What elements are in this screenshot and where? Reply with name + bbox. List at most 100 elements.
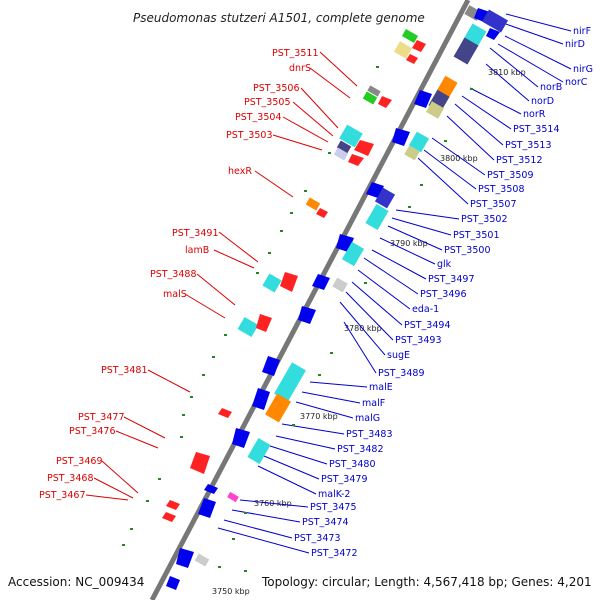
gene-label-pst3513[interactable]: PST_3513 <box>505 140 552 151</box>
gene-feature <box>365 203 389 231</box>
gene-label-pst3514[interactable]: PST_3514 <box>513 124 560 135</box>
right-gene-labels: nirF nirD nirG norC norB norD norR PST_3… <box>294 26 593 559</box>
gene-label-pst3474[interactable]: PST_3474 <box>302 517 349 528</box>
gene-label-pst3493[interactable]: PST_3493 <box>395 335 442 346</box>
gene-label-pst3491[interactable]: PST_3491 <box>172 228 219 239</box>
scale-label-3750: 3750 kbp <box>212 587 250 596</box>
gene-feature <box>194 553 210 567</box>
gene-feature <box>298 306 316 324</box>
gene-label-pst3494[interactable]: PST_3494 <box>404 320 451 331</box>
gene-label-pst3472[interactable]: PST_3472 <box>311 548 358 559</box>
gene-feature <box>176 548 194 568</box>
left-leader-lines <box>85 51 358 501</box>
gene-label-nirg[interactable]: nirG <box>573 64 593 75</box>
gene-label-nird[interactable]: nirD <box>565 39 585 50</box>
reverse-strand-features <box>162 29 426 522</box>
gene-feature <box>374 187 396 209</box>
gene-label-pst3504[interactable]: PST_3504 <box>235 112 282 123</box>
left-gene-labels: PST_3511 dnrS PST_3506 PST_3505 PST_3504… <box>39 48 319 501</box>
gene-label-pst3481[interactable]: PST_3481 <box>101 365 148 376</box>
gene-label-male[interactable]: malE <box>369 382 393 393</box>
gene-feature <box>414 90 432 108</box>
gene-feature <box>404 145 420 161</box>
gene-label-pst3496[interactable]: PST_3496 <box>420 289 467 300</box>
gene-label-malf[interactable]: malF <box>362 398 385 409</box>
gene-label-pst3505[interactable]: PST_3505 <box>244 97 291 108</box>
gene-feature <box>312 274 330 290</box>
gene-label-glk[interactable]: glk <box>437 259 452 270</box>
gene-feature <box>425 101 445 119</box>
gene-feature <box>256 314 272 332</box>
gene-label-pst3488[interactable]: PST_3488 <box>150 269 197 280</box>
gene-feature <box>204 484 218 494</box>
gene-label-lamb[interactable]: lamB <box>185 245 209 256</box>
gene-label-pst3480[interactable]: PST_3480 <box>329 459 376 470</box>
gene-feature <box>401 29 419 43</box>
gene-label-dnrs[interactable]: dnrS <box>289 63 311 74</box>
gene-label-pst3511[interactable]: PST_3511 <box>272 48 319 59</box>
gene-label-pst3512[interactable]: PST_3512 <box>496 155 543 166</box>
gene-label-pst3508[interactable]: PST_3508 <box>478 184 525 195</box>
gene-label-pst3476[interactable]: PST_3476 <box>69 426 116 437</box>
scale-label-3770: 3770 kbp <box>300 412 338 421</box>
gene-feature <box>262 273 282 293</box>
gene-label-nirf[interactable]: nirF <box>573 26 591 37</box>
gene-feature <box>280 272 298 292</box>
accession-text: Accession: NC_009434 <box>8 575 144 589</box>
gene-feature <box>408 131 430 153</box>
gene-feature <box>333 147 349 161</box>
gene-label-pst3489[interactable]: PST_3489 <box>378 368 425 379</box>
gene-label-nord[interactable]: norD <box>531 96 554 107</box>
scale-label-3790: 3790 kbp <box>390 239 428 248</box>
gene-label-mals[interactable]: malS <box>163 289 187 300</box>
gene-label-pst3502[interactable]: PST_3502 <box>461 214 508 225</box>
gene-label-norc[interactable]: norC <box>565 77 588 88</box>
gene-feature <box>348 154 364 166</box>
gene-label-pst3501[interactable]: PST_3501 <box>453 230 500 241</box>
gene-label-malk-2[interactable]: malK-2 <box>318 489 350 500</box>
gene-feature <box>305 197 321 211</box>
gene-feature <box>227 491 239 503</box>
forward-strand-features <box>166 5 509 590</box>
gene-feature <box>362 91 378 105</box>
gene-label-pst3497[interactable]: PST_3497 <box>428 274 475 285</box>
gene-label-pst3473[interactable]: PST_3473 <box>294 533 341 544</box>
gene-label-pst3482[interactable]: PST_3482 <box>337 444 384 455</box>
gene-feature <box>262 356 280 376</box>
gene-feature <box>336 140 352 154</box>
genome-summary-text: Topology: circular; Length: 4,567,418 bp… <box>261 575 592 589</box>
gene-label-pst3477[interactable]: PST_3477 <box>78 412 125 423</box>
scale-label-3810: 3810 kbp <box>488 68 526 77</box>
gene-feature <box>190 452 210 474</box>
gene-label-hexr[interactable]: hexR <box>228 166 252 177</box>
gene-label-pst3507[interactable]: PST_3507 <box>470 199 517 210</box>
right-leader-lines <box>217 13 572 554</box>
gene-label-norr[interactable]: norR <box>523 109 546 120</box>
gene-label-malg[interactable]: malG <box>355 413 380 424</box>
gene-label-eda-1[interactable]: eda-1 <box>412 304 439 315</box>
gene-feature <box>166 576 180 590</box>
gene-feature <box>162 512 176 522</box>
gene-feature <box>166 500 180 510</box>
gene-label-pst3500[interactable]: PST_3500 <box>444 245 491 256</box>
gene-label-pst3475[interactable]: PST_3475 <box>310 502 357 513</box>
gene-label-pst3479[interactable]: PST_3479 <box>321 474 368 485</box>
gene-feature <box>392 128 410 146</box>
gene-label-pst3468[interactable]: PST_3468 <box>47 473 94 484</box>
gene-label-pst3503[interactable]: PST_3503 <box>226 130 273 141</box>
gene-feature <box>339 124 363 148</box>
gene-feature <box>341 241 365 267</box>
gene-label-pst3483[interactable]: PST_3483 <box>346 429 393 440</box>
gene-feature <box>265 393 291 423</box>
gene-label-pst3467[interactable]: PST_3467 <box>39 490 86 501</box>
gene-label-pst3509[interactable]: PST_3509 <box>487 170 534 181</box>
gene-label-norb[interactable]: norB <box>540 82 562 93</box>
gene-feature <box>412 40 426 52</box>
gene-label-pst3469[interactable]: PST_3469 <box>56 456 103 467</box>
gene-feature <box>252 388 270 410</box>
gene-feature <box>367 85 381 97</box>
gene-feature <box>232 428 250 448</box>
gene-label-pst3506[interactable]: PST_3506 <box>253 83 300 94</box>
gene-label-suge[interactable]: sugE <box>387 350 410 361</box>
